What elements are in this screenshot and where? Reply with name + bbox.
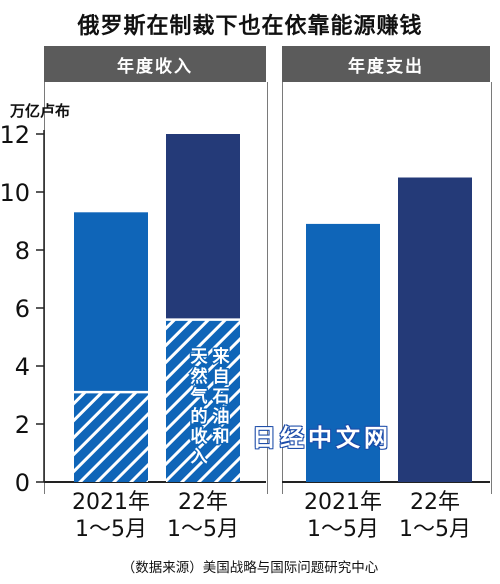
energy-annotation-char: 入 <box>191 447 208 467</box>
energy-annotation-char: 收 <box>191 426 208 447</box>
y-tick-label: 4 <box>15 353 30 381</box>
source-note: （数据来源）美国战略与国际问题研究中心 <box>121 560 379 576</box>
x-tick-label: 22年 <box>410 490 460 515</box>
watermark: 日经中文网 <box>252 424 392 452</box>
energy-annotation-char: 的 <box>191 406 208 427</box>
energy-annotation-char: 油 <box>213 406 230 427</box>
y-tick-label: 6 <box>15 295 30 323</box>
y-tick-label: 10 <box>0 179 30 207</box>
x-tick-label: 2021年 <box>72 490 150 515</box>
x-tick-label: 22年 <box>178 490 228 515</box>
bar <box>398 177 472 482</box>
energy-annotation-char: 然 <box>191 366 208 387</box>
bar-energy-segment <box>166 319 240 482</box>
panel-frame-expenditure <box>282 82 492 494</box>
energy-annotation-char: 自 <box>213 366 230 387</box>
y-tick-label: 0 <box>15 469 30 497</box>
x-tick-sublabel: 1～5月 <box>307 517 379 542</box>
energy-annotation-char: 气 <box>190 386 208 407</box>
y-tick-label: 8 <box>15 237 30 265</box>
panel-header-revenue: 年度收入 <box>44 46 266 82</box>
chart-title: 俄罗斯在制裁下也在依靠能源赚钱 <box>77 14 423 39</box>
bar <box>306 223 380 482</box>
panel-header-expenditure: 年度支出 <box>282 46 490 82</box>
energy-annotation-char: 来 <box>212 346 231 367</box>
y-tick-label: 12 <box>0 121 30 149</box>
y-axis-unit: 万亿卢布 <box>10 102 71 120</box>
x-tick-sublabel: 1～5月 <box>167 517 239 542</box>
x-tick-sublabel: 1～5月 <box>399 517 471 542</box>
energy-annotation-char: 天 <box>191 347 209 367</box>
energy-annotation-char: 和 <box>213 427 230 447</box>
x-tick-sublabel: 1～5月 <box>75 517 147 542</box>
energy-annotation-char: 石 <box>212 387 230 407</box>
y-tick-label: 2 <box>15 411 30 439</box>
x-tick-label: 2021年 <box>304 490 382 515</box>
bar-energy-segment <box>74 392 148 482</box>
